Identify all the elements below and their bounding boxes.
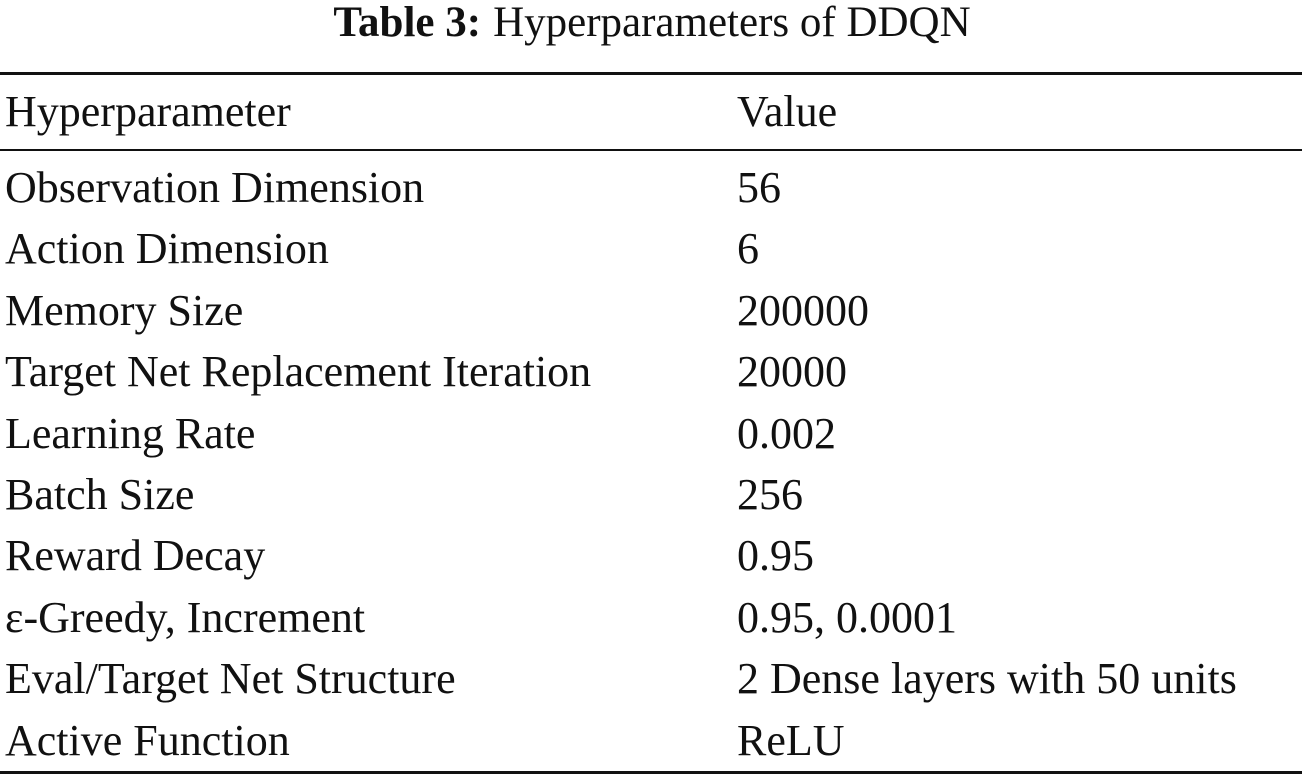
mid-rule — [0, 149, 1302, 151]
table-cell: Eval/Target Net Structure — [5, 654, 456, 704]
table-caption: Table 3: Hyperparameters of DDQN — [0, 0, 1304, 46]
table-cell: 6 — [737, 224, 759, 274]
bottom-rule — [0, 771, 1302, 774]
table-cell: ε-Greedy, Increment — [5, 592, 366, 642]
table-cell: Memory Size — [5, 285, 244, 335]
table-cell: Active Function — [5, 715, 290, 765]
table-cell: 256 — [737, 470, 803, 519]
header-cell: Hyperparameter — [5, 87, 291, 136]
table-cell: Action Dimension — [5, 224, 329, 274]
table-cell: Reward Decay — [5, 531, 266, 581]
table-cell: ReLU — [737, 715, 845, 765]
table-cell: 200000 — [737, 285, 869, 335]
table-cell: 56 — [737, 163, 781, 212]
table-cell: Batch Size — [5, 470, 195, 519]
top-rule — [0, 72, 1302, 75]
table-cell: 2 Dense layers with 50 units — [737, 654, 1237, 704]
table-cell: Target Net Replacement Iteration — [5, 347, 592, 397]
table-cell: Observation Dimension — [5, 163, 425, 212]
header-cell: Value — [737, 87, 838, 136]
caption-text: Hyperparameters of DDQN — [493, 0, 971, 46]
caption-label: Table 3: — [333, 0, 482, 46]
table-cell: 20000 — [737, 347, 847, 397]
table-cell: 0.95, 0.0001 — [737, 592, 957, 642]
table-cell: 0.002 — [737, 408, 836, 458]
table-cell: 0.95 — [737, 531, 814, 581]
table-cell: Learning Rate — [5, 408, 256, 458]
